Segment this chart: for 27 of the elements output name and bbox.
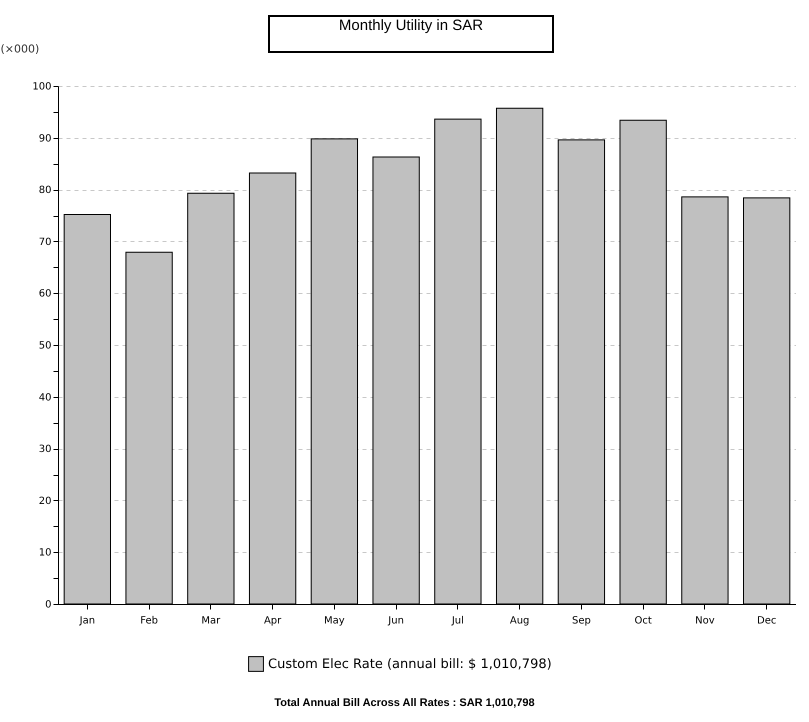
x-tick-label: Jan [78,616,96,626]
y-tick-label: 30 [38,444,52,456]
y-tick-label: 40 [38,392,52,404]
y-tick-label: 0 [45,600,52,610]
y-tick-label: 10 [38,548,52,559]
x-tick-label: Jun [387,616,404,626]
x-tick-label: Nov [695,616,715,626]
y-tick-label: 50 [38,340,52,352]
x-tick-label: Aug [510,616,530,626]
x-tick-label: Oct [634,616,652,626]
chart-title: Monthly Utility in SAR [268,15,554,53]
x-tick-label: Sep [572,616,591,626]
legend-label: Custom Elec Rate (annual bill: $ 1,010,798) [268,657,552,672]
y-axis-title: (×000) [0,42,40,56]
text: Total Annual Bill Across All Rates : SAR 1,010,798 [273,697,536,709]
x-tick-label: Jul [450,616,464,626]
y-tick-label: 20 [38,496,52,507]
x-tick-label: Feb [140,616,158,626]
x-tick-label: Mar [201,616,222,626]
x-tick-label: May [324,616,345,626]
y-tick-label: 80 [38,185,52,196]
y-tick-label: 90 [38,133,52,144]
y-tick-label: 60 [38,288,52,300]
x-tick-label: Apr [264,616,282,626]
x-tick-label: Dec [756,616,776,626]
y-tick-label: 70 [38,236,52,248]
y-tick-label: 100 [32,82,52,92]
